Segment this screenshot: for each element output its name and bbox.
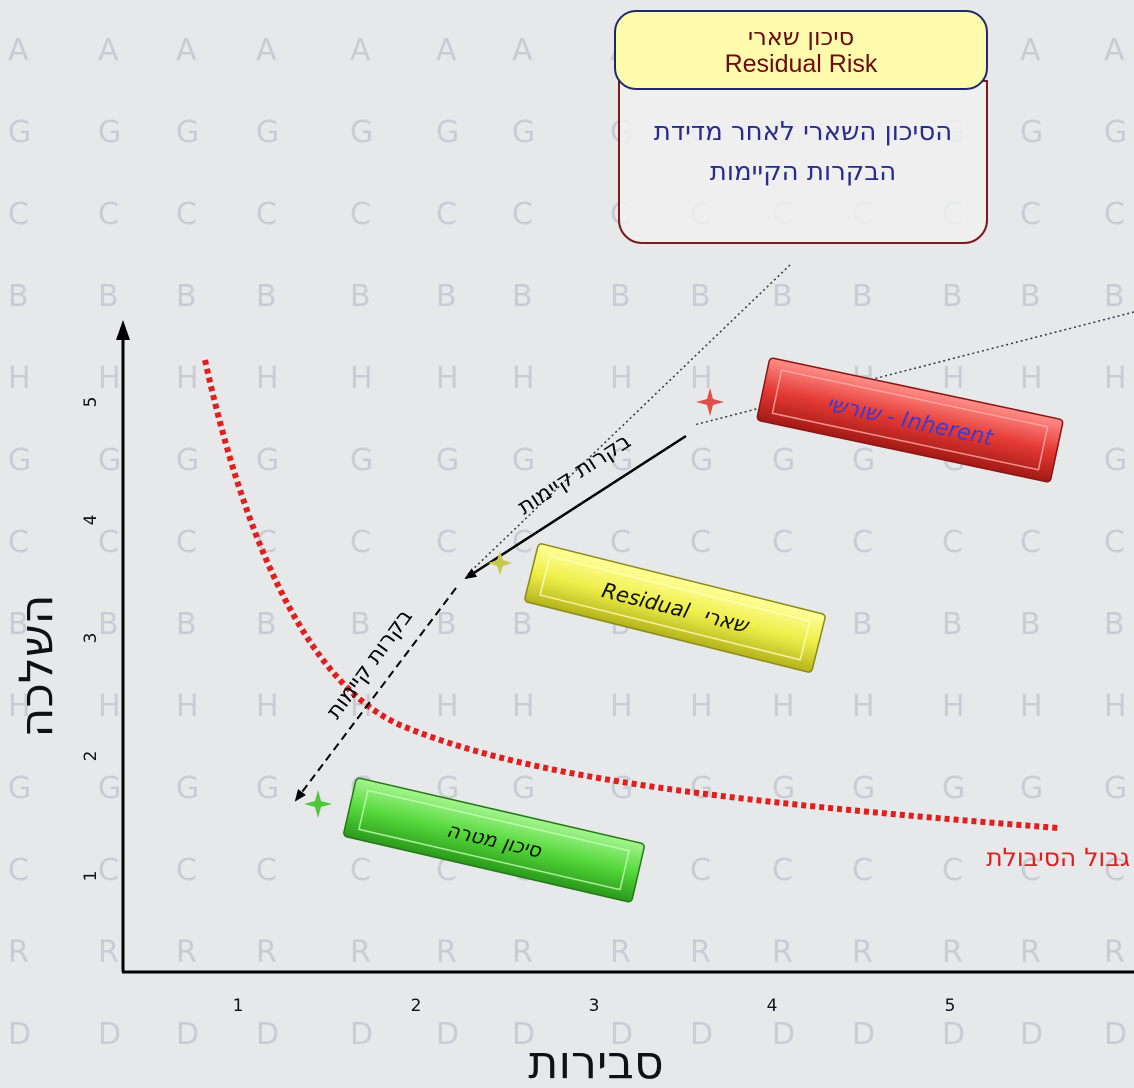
callout-description: הסיכון השארי לאחר מדידת הבקרות הקיימות — [653, 117, 953, 187]
x-tick: 1 — [233, 996, 244, 1016]
x-tick: 3 — [589, 996, 600, 1016]
x-tick: 4 — [767, 996, 778, 1016]
x-tick: 2 — [411, 996, 422, 1016]
y-tick: 5 — [81, 397, 101, 408]
residual-risk-callout: הסיכון השארי לאחר מדידת הבקרות הקיימות ס… — [614, 10, 988, 244]
tolerance-curve — [202, 359, 1059, 831]
controls-arrow-upper — [464, 434, 687, 580]
callout-title-english: Residual Risk — [724, 50, 878, 78]
callout-body: הסיכון השארי לאחר מדידת הבקרות הקיימות — [618, 80, 988, 244]
inherent-star-icon — [696, 388, 724, 416]
inherent-risk-bar: שורשי - Inherent — [756, 357, 1064, 483]
y-tick: 3 — [81, 633, 101, 644]
x-axis-label: סבירות — [528, 1035, 663, 1088]
residual-star-icon — [488, 551, 512, 575]
residual-risk-bar: Residual שארי — [524, 543, 826, 673]
controls-arrow-lower — [294, 587, 457, 802]
y-tick: 1 — [81, 871, 101, 882]
y-tick: 4 — [81, 515, 101, 526]
x-tick: 5 — [945, 996, 956, 1016]
callout-title-hebrew: סיכון שארי — [747, 23, 855, 51]
tolerance-label: גבול הסיבולת — [986, 843, 1130, 872]
y-axis-arrowhead — [116, 320, 130, 340]
callout-pointer-line — [467, 264, 791, 575]
inherent-pointer-line — [693, 311, 1134, 426]
callout-title: סיכון שארי Residual Risk — [614, 10, 988, 90]
controls-label-upper: בקרות קיימות — [514, 429, 636, 520]
target-risk-bar: סיכון מטרה — [343, 777, 645, 903]
target-star-icon — [304, 790, 332, 818]
y-tick: 2 — [81, 751, 101, 762]
y-axis-label: השלכה — [9, 594, 63, 737]
